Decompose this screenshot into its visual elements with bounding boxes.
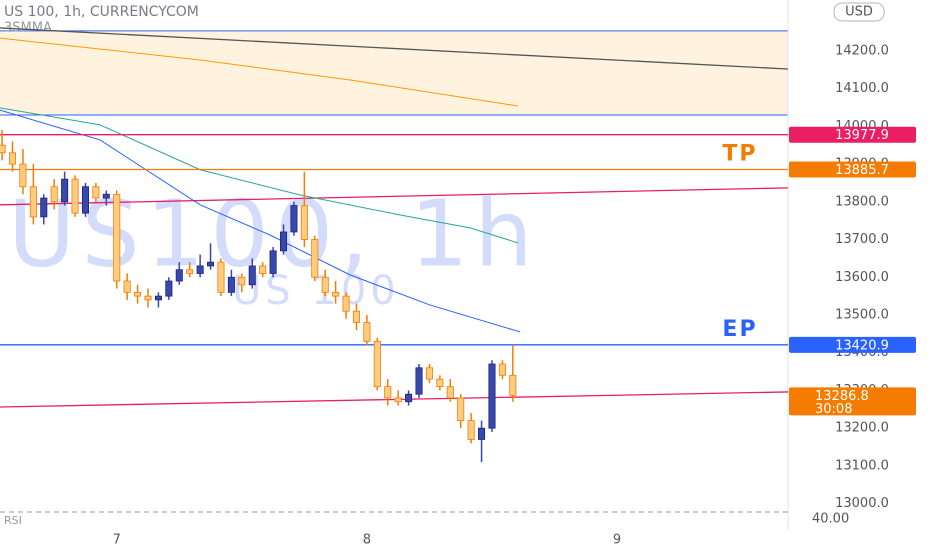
y-tick-label: 13000.0 (835, 496, 889, 511)
candle-body (165, 280, 173, 297)
y-tick-label: 13100.0 (835, 458, 889, 473)
candle-body (40, 197, 48, 218)
candle-body (154, 295, 162, 301)
candle-body (498, 363, 506, 376)
candle-body (207, 261, 215, 267)
x-tick-label: 8 (363, 533, 371, 548)
y-tick-label: 14100.0 (835, 81, 889, 96)
candle-body (113, 193, 121, 282)
level-box (789, 336, 916, 353)
level-name: TP (722, 141, 757, 166)
candle-body (321, 276, 329, 293)
candle-body (446, 386, 454, 399)
candle-body (71, 178, 79, 214)
y-tick-label: 13200.0 (835, 421, 889, 436)
level-label: 13420.9 (835, 338, 889, 353)
candle-body (300, 205, 308, 240)
candle-body (290, 205, 298, 233)
chart-title: US 100, 1h, CURRENCYCOM (4, 4, 199, 20)
candle-body (123, 280, 131, 293)
level-name: EP (722, 317, 757, 342)
candle-body (186, 269, 194, 274)
y-tick-label: 13500.0 (835, 307, 889, 322)
candle-body (92, 186, 100, 199)
candle-body (509, 374, 517, 396)
candle-body (217, 261, 225, 293)
candle-body (134, 291, 142, 297)
candle-body (50, 186, 58, 203)
indicator-name: 3SMMA (4, 21, 52, 36)
trendline (0, 27, 789, 70)
countdown: 30:08 (815, 402, 852, 417)
y-tick-label: 14200.0 (835, 43, 889, 58)
level-label: 13885.7 (835, 163, 889, 178)
candle-body (373, 340, 381, 388)
candle-body (269, 250, 277, 274)
moving-average (0, 37, 519, 107)
last-price-box (789, 387, 916, 416)
trendline (0, 391, 789, 408)
candle-body (19, 163, 27, 188)
candle-body (332, 291, 340, 297)
candle-body (436, 378, 444, 388)
candle-body (279, 231, 288, 252)
candle-body (394, 397, 402, 403)
rsi-label: RSI (4, 514, 22, 527)
candle-body (227, 276, 235, 293)
candle-body (238, 276, 246, 286)
candle-body (342, 295, 350, 312)
candle-body (175, 269, 183, 282)
candle-body (478, 427, 486, 440)
rsi-level: 40.00 (812, 512, 849, 527)
y-tick-label: 13600.0 (835, 270, 889, 285)
y-tick-label: 13800.0 (835, 194, 889, 209)
candle-body (363, 322, 371, 342)
candle-body (248, 265, 256, 286)
currency-label[interactable]: USD (845, 5, 873, 20)
candle-body (488, 363, 496, 429)
level-box (789, 161, 916, 178)
candle-body (384, 386, 392, 399)
level-label: 13977.9 (835, 128, 889, 143)
candle-body (405, 393, 413, 403)
candle-body (467, 420, 475, 440)
candle-body (457, 397, 465, 421)
candle-body (102, 193, 110, 199)
currency-button[interactable] (833, 2, 885, 22)
trendline (0, 187, 789, 206)
candle-body (61, 178, 69, 203)
level-box (789, 126, 916, 143)
candle-body (144, 295, 152, 301)
candle-body (352, 310, 361, 323)
x-tick-label: 9 (613, 533, 621, 548)
last-price-label: 13286.8 (815, 389, 869, 404)
candle-body (29, 186, 37, 218)
candle-body (196, 265, 204, 274)
moving-average (0, 109, 521, 333)
candle-body (311, 239, 319, 278)
y-tick-label: 13700.0 (835, 232, 889, 247)
candle-body (8, 152, 17, 165)
zone (0, 30, 788, 116)
candle-body (425, 367, 433, 380)
candle-body (0, 144, 6, 154)
moving-average (0, 107, 519, 244)
candle-body (81, 186, 89, 214)
candle-body (415, 367, 423, 395)
x-tick-label: 7 (113, 533, 121, 548)
candle-body (259, 265, 267, 274)
